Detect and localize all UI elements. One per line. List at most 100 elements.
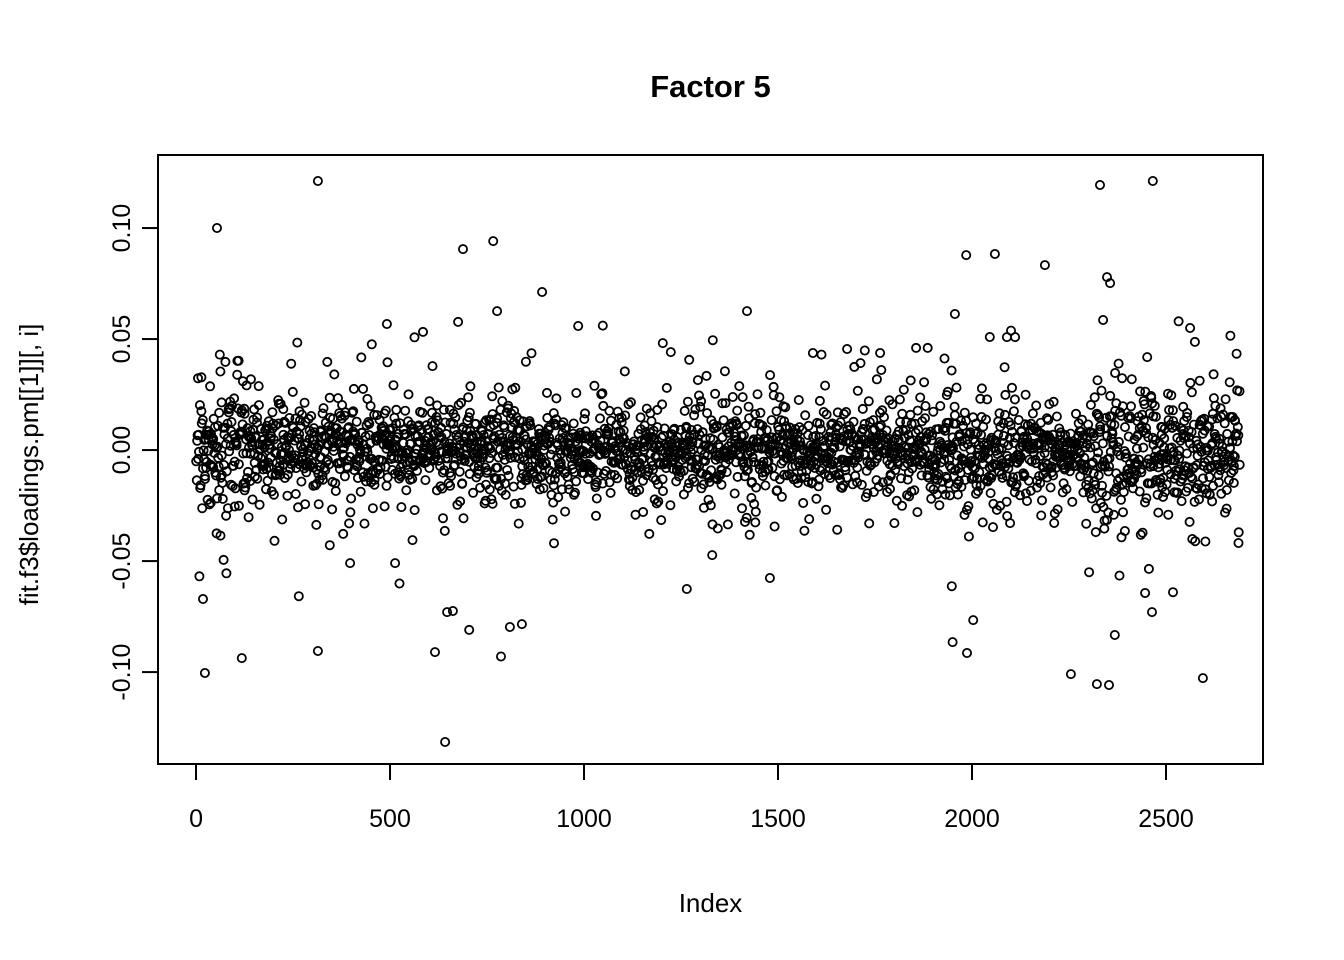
data-point	[226, 416, 237, 427]
data-point	[961, 250, 972, 261]
data-point	[715, 469, 726, 480]
data-point	[1085, 442, 1096, 453]
data-point	[1084, 567, 1095, 578]
data-point	[455, 496, 466, 507]
data-point	[750, 506, 761, 517]
data-point	[253, 400, 264, 411]
data-point	[1098, 501, 1109, 512]
data-point	[222, 503, 233, 514]
data-point	[1181, 411, 1192, 422]
data-point	[911, 342, 922, 353]
data-point	[391, 418, 402, 429]
data-point	[328, 445, 339, 456]
data-point	[766, 415, 777, 426]
data-point	[955, 429, 966, 440]
data-point	[273, 418, 284, 429]
data-point	[495, 651, 506, 662]
data-point	[1043, 414, 1054, 425]
data-point	[513, 518, 524, 529]
data-point	[213, 461, 224, 472]
data-point	[1136, 421, 1147, 432]
data-point	[749, 457, 760, 468]
data-point	[300, 499, 311, 510]
data-point	[542, 387, 553, 398]
data-point	[1094, 412, 1105, 423]
data-point	[755, 407, 766, 418]
data-point	[221, 568, 232, 579]
data-point	[232, 369, 243, 380]
data-point	[455, 397, 466, 408]
data-point	[771, 406, 782, 417]
data-point	[1085, 399, 1096, 410]
data-point	[959, 509, 970, 520]
data-point	[345, 507, 356, 518]
data-point	[868, 415, 879, 426]
data-point	[1027, 408, 1038, 419]
data-point	[963, 501, 974, 512]
data-point	[595, 435, 606, 446]
data-point	[292, 337, 303, 348]
data-point	[338, 528, 349, 539]
data-point	[903, 442, 914, 453]
data-point	[657, 338, 668, 349]
data-point	[352, 472, 363, 483]
data-point	[492, 413, 503, 424]
data-point	[548, 480, 559, 491]
data-point	[306, 458, 317, 469]
data-point	[852, 385, 863, 396]
data-point	[665, 347, 676, 358]
data-point	[918, 458, 929, 469]
data-point	[504, 622, 515, 633]
data-point	[245, 374, 256, 385]
data-point	[977, 452, 988, 463]
data-point	[1097, 438, 1108, 449]
data-point	[743, 401, 754, 412]
data-point	[1005, 518, 1016, 529]
data-point	[570, 487, 581, 498]
data-point	[815, 424, 826, 435]
data-point	[707, 335, 718, 346]
data-point	[612, 473, 623, 484]
data-point	[1035, 478, 1046, 489]
data-point	[956, 415, 967, 426]
data-point	[653, 496, 664, 507]
data-point	[622, 464, 633, 475]
data-point	[1087, 485, 1098, 496]
data-point	[648, 464, 659, 475]
data-point	[679, 405, 690, 416]
data-point	[312, 646, 323, 657]
data-point	[487, 391, 498, 402]
data-point	[871, 475, 882, 486]
data-point	[336, 437, 347, 448]
data-point	[409, 332, 420, 343]
data-point	[868, 486, 879, 497]
data-point	[400, 429, 411, 440]
data-point	[976, 383, 987, 394]
data-point	[1173, 316, 1184, 327]
data-point	[1135, 386, 1146, 397]
data-point	[493, 382, 504, 393]
data-point	[484, 484, 495, 495]
data-point	[568, 418, 579, 429]
data-point	[1114, 570, 1125, 581]
data-point	[779, 416, 790, 427]
data-point	[509, 405, 520, 416]
data-point	[905, 409, 916, 420]
data-point	[509, 498, 520, 509]
data-point	[1187, 473, 1198, 484]
data-point	[760, 480, 771, 491]
data-point	[217, 493, 228, 504]
data-point	[951, 382, 962, 393]
data-point	[396, 502, 407, 513]
data-point	[1186, 471, 1197, 482]
data-point	[694, 390, 705, 401]
data-point	[764, 573, 775, 584]
data-point	[585, 461, 596, 472]
data-point	[407, 535, 418, 546]
data-point	[684, 354, 695, 365]
data-point	[253, 381, 264, 392]
data-point	[544, 432, 555, 443]
data-point	[1146, 392, 1157, 403]
data-point	[1177, 473, 1188, 484]
data-point	[1095, 179, 1106, 190]
